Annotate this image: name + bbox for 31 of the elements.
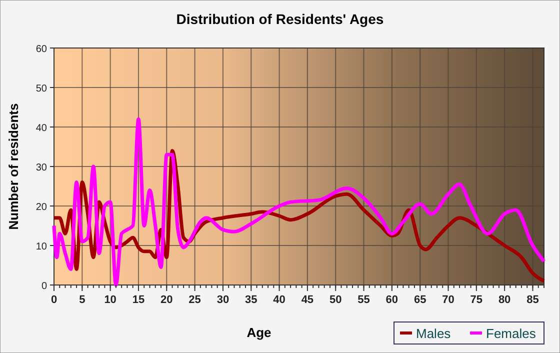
x-tick-label: 45 — [301, 294, 314, 306]
x-tick-label: 25 — [188, 294, 201, 306]
y-tick-label: 50 — [36, 84, 48, 94]
x-tick-label: 30 — [216, 294, 230, 306]
x-tick-label: 5 — [79, 294, 86, 306]
y-tick-label: 0 — [41, 281, 48, 292]
y-axis-title: Number of residents — [6, 103, 21, 230]
x-tick-label: 35 — [245, 294, 258, 306]
x-tick-label: 85 — [526, 294, 539, 306]
x-tick-label: 0 — [50, 294, 58, 306]
x-tick-label: 80 — [498, 294, 511, 306]
x-axis-title: Age — [246, 325, 272, 340]
x-tick-label: 70 — [442, 294, 454, 306]
x-tick-label: 50 — [329, 294, 342, 306]
y-tick-label: 40 — [36, 123, 48, 134]
x-tick-label: 75 — [470, 294, 483, 306]
legend-label: Males — [416, 326, 452, 341]
y-tick-label: 10 — [36, 242, 48, 252]
x-tick-label: 10 — [104, 294, 116, 306]
y-tick-label: 30 — [36, 162, 48, 174]
y-tick-label: 20 — [36, 202, 48, 213]
legend-label: Females — [486, 326, 536, 341]
x-tick-label: 15 — [132, 294, 145, 306]
line-series — [52, 117, 546, 287]
x-tick-label: 55 — [358, 294, 370, 306]
chart-title: Distribution of Residents' Ages — [176, 11, 384, 27]
x-tick-label: 60 — [386, 294, 398, 306]
x-tick-label: 65 — [414, 294, 426, 306]
y-tick-label: 60 — [36, 44, 48, 55]
x-tick-label: 40 — [273, 294, 286, 306]
x-tick-label: 20 — [160, 294, 173, 306]
